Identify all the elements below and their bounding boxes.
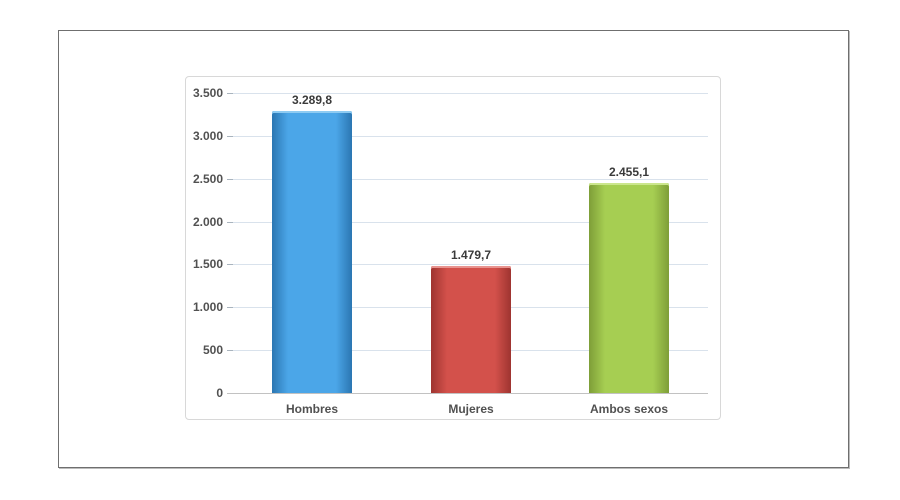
y-gridline [233, 93, 708, 94]
y-tick-mark [227, 222, 233, 223]
y-gridline [233, 136, 708, 137]
x-axis-category-label: Mujeres [448, 402, 494, 416]
y-gridline [233, 222, 708, 223]
y-gridline [233, 264, 708, 265]
y-tick-mark [227, 179, 233, 180]
y-axis-tick-label: 0 [216, 386, 223, 400]
plot-area: 0 500 1.000 1.500 2.000 2.500 3.000 3.500 3.289,… [193, 86, 708, 416]
y-tick-mark [227, 350, 233, 351]
document-page: 0 500 1.000 1.500 2.000 2.500 3.000 3.500 3.289,… [58, 30, 849, 468]
data-label: 3.289,8 [291, 93, 333, 107]
chart-area[interactable]: 0 500 1.000 1.500 2.000 2.500 3.000 3.500 3.289,… [185, 76, 721, 420]
y-tick-mark [227, 93, 233, 94]
y-tick-mark [227, 264, 233, 265]
bar-hombres[interactable] [272, 111, 352, 393]
y-axis-tick-label: 1.500 [192, 257, 223, 271]
y-axis-tick-label: 1.000 [192, 300, 223, 314]
y-axis-tick-label: 3.000 [192, 129, 223, 143]
y-gridline [233, 179, 708, 180]
x-axis-category-label: Hombres [285, 402, 339, 416]
y-axis-tick-label: 2.500 [192, 172, 223, 186]
y-axis-tick-label: 500 [202, 343, 223, 357]
y-axis-tick-label: 3.500 [192, 86, 223, 100]
y-axis-tick-label: 2.000 [192, 215, 223, 229]
x-axis-category-label: Ambos sexos [589, 402, 669, 416]
bar-ambos-sexos[interactable] [589, 183, 669, 393]
data-label: 2.455,1 [608, 165, 650, 179]
data-label: 1.479,7 [450, 248, 492, 262]
y-tick-mark [227, 307, 233, 308]
bar-mujeres[interactable] [431, 266, 511, 393]
y-tick-mark [227, 136, 233, 137]
x-axis-line [227, 393, 708, 394]
